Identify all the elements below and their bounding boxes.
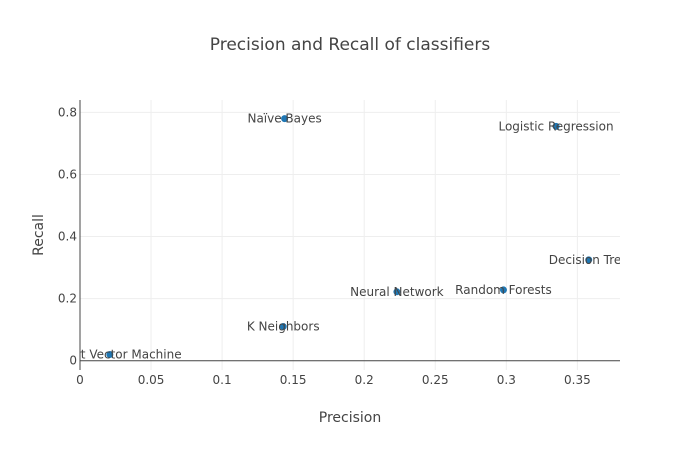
chart-title: Precision and Recall of classifiers: [210, 35, 491, 55]
data-point-label: Random Forests: [455, 283, 552, 297]
data-point-label: Support Vector Machine: [38, 347, 182, 361]
data-point[interactable]: [585, 256, 593, 264]
axis-layer: 0 0.05 0.1 0.15 0.2 0.25 0.3 0.35 0 0.2 0.4 0.6 0.8: [58, 100, 620, 387]
x-tick-label: 0.2: [355, 373, 374, 387]
y-tick-label: 0.8: [58, 105, 77, 119]
grid-layer: [80, 100, 620, 370]
x-tick-label: 0: [76, 373, 84, 387]
x-tick-label: 0.3: [497, 373, 516, 387]
x-tick-label: 0.35: [564, 373, 591, 387]
x-axis-title: Precision: [319, 410, 381, 426]
data-point-label: Decision Tree: [549, 253, 629, 267]
y-tick-label: 0: [69, 354, 77, 368]
data-point[interactable]: [279, 323, 287, 331]
x-tick-label: 0.15: [280, 373, 307, 387]
data-point[interactable]: [552, 122, 560, 130]
data-point-label: Logistic Regression: [498, 119, 613, 133]
data-point[interactable]: [499, 286, 507, 294]
data-point-label: Neural Network: [350, 285, 444, 299]
y-tick-label: 0.2: [58, 292, 77, 306]
y-tick-label: 0.6: [58, 167, 77, 181]
y-axis-title: Recall: [31, 214, 47, 256]
data-point-label: Naïve Bayes: [247, 112, 321, 126]
data-point[interactable]: [281, 115, 289, 123]
point-layer: Naïve Bayes Logistic Regression Decision T…: [38, 112, 629, 362]
x-tick-label: 0.25: [422, 373, 449, 387]
x-tick-label: 0.1: [213, 373, 232, 387]
data-point[interactable]: [393, 288, 401, 296]
data-point[interactable]: [106, 350, 114, 358]
data-point-label: K Neighbors: [247, 320, 320, 334]
y-tick-label: 0.4: [58, 230, 77, 244]
x-tick-label: 0.05: [138, 373, 165, 387]
